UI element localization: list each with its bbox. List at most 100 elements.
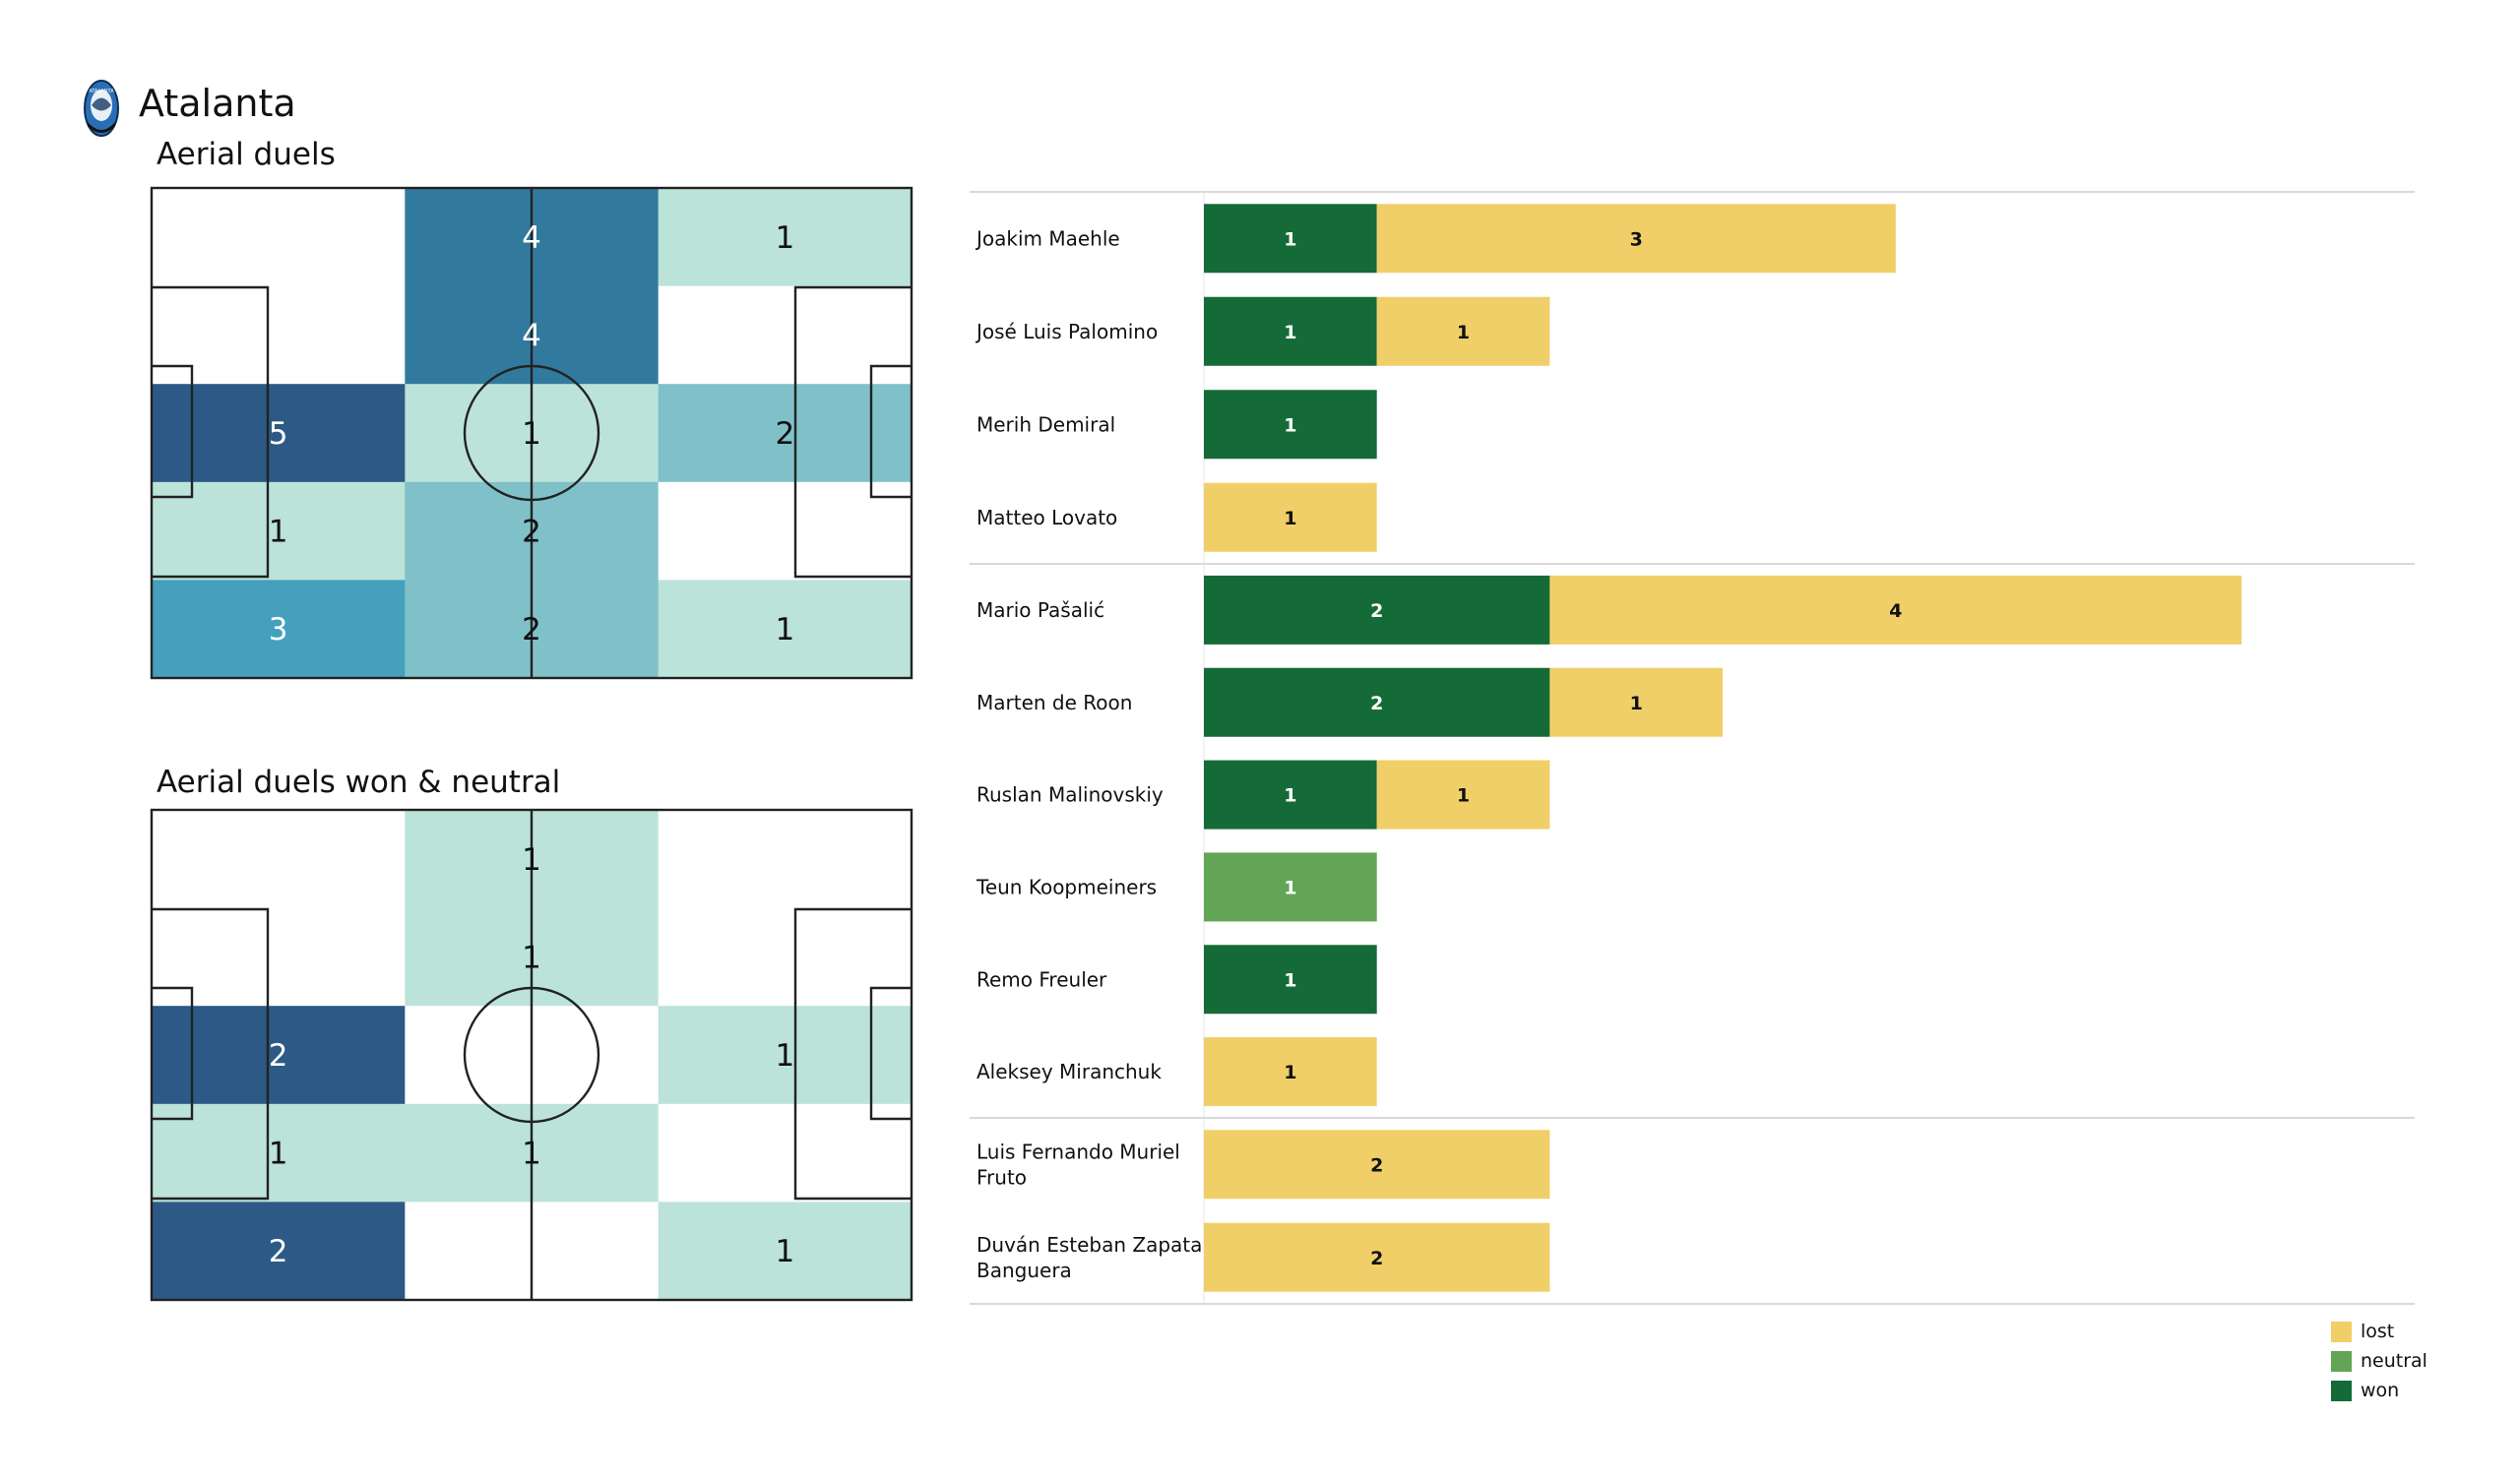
player-name: Marten de Roon [976, 691, 1132, 714]
player-name: Teun Koopmeiners [976, 875, 1157, 898]
heatmap-value-r0-c1: 1 [522, 842, 541, 878]
player-name: Merih Demiral [976, 412, 1115, 436]
player-name: Matteo Lovato [976, 506, 1117, 529]
bar-segment-won [1204, 390, 1377, 460]
bar-segment-won [1204, 575, 1550, 645]
left-penalty-box [152, 907, 270, 1201]
bar-value-lost: 2 [1370, 1154, 1383, 1176]
right-six-yard-box [869, 986, 912, 1121]
heatmap-cell-r2-c0 [152, 384, 406, 483]
heatmap-value-r0-c1: 4 [522, 220, 541, 256]
heatmap-value-r4-c2: 1 [775, 612, 794, 648]
bar-value-lost: 1 [1457, 785, 1470, 807]
player-bar-row: Mario Pašalić 2 4 [976, 575, 2242, 645]
bar-value-lost: 1 [1630, 693, 1643, 714]
pitch-markings [150, 808, 914, 1302]
player-bar-row: Joakim Maehle 1 3 [975, 204, 1896, 274]
heatmap-value-r2-c2: 1 [775, 1038, 794, 1074]
heatmap-cell-r0-c0 [152, 810, 406, 909]
heatmap-cell-r0-c2 [658, 188, 913, 287]
heatmap-cell-r4-c2 [658, 580, 913, 679]
heatmap-cell-r4-c2 [658, 1202, 913, 1301]
heatmap-value-r4-c2: 1 [775, 1234, 794, 1269]
heatmap-value-r2-c2: 2 [775, 416, 794, 452]
heatmap-value-r4-c1: 2 [522, 612, 541, 648]
player-bar-row: Teun Koopmeiners 1 [976, 852, 1377, 922]
svg-text:ATALANTA: ATALANTA [89, 89, 114, 94]
heatmap-value-r2-c0: 5 [269, 416, 288, 452]
bar-value-lost: 1 [1457, 322, 1470, 343]
bar-segment-lost [1376, 296, 1550, 366]
bar-segment-lost [1204, 1222, 1550, 1292]
bar-segment-won [1204, 760, 1377, 830]
chart-legend: lost neutral won [2331, 1317, 2427, 1405]
player-name: Duván Esteban Zapata Banguera [976, 1233, 1202, 1282]
heatmap-cell-r1-c0 [152, 907, 406, 1007]
heatmap-value-r4-c0: 2 [269, 1234, 288, 1269]
player-bar-row: Aleksey Miranchuk 1 [976, 1037, 1377, 1107]
heatmap-cells [152, 810, 913, 1301]
heatmap-value-r2-c1: 1 [522, 416, 541, 452]
bar-value-won: 1 [1284, 322, 1296, 343]
player-bar-row: Luis Fernando Muriel Fruto 2 [976, 1130, 1550, 1200]
pitch-markings [150, 186, 914, 680]
bar-segment-lost [1204, 1130, 1550, 1200]
right-penalty-box [793, 285, 912, 579]
heatmap-labels: 1 1 2 1 1 1 2 1 [269, 842, 794, 1269]
legend-label-won: won [2361, 1380, 2400, 1401]
bar-segment-lost [1204, 1037, 1377, 1107]
bar-segment-won [1204, 296, 1377, 366]
legend-item-lost: lost [2331, 1317, 2427, 1346]
player-bar-row: Ruslan Malinovskiy 1 1 [976, 760, 1550, 830]
player-bar-row: José Luis Palomino 1 1 [975, 296, 1550, 366]
team-name: Atalanta [139, 82, 296, 125]
bar-segment-neutral [1204, 852, 1377, 922]
bar-segment-lost [1204, 482, 1377, 552]
heatmap-pitch-aerial-duels: 4 1 4 5 1 2 1 2 3 2 1 [150, 186, 914, 680]
bar-value-won: 1 [1284, 785, 1296, 807]
bar-segment-lost [1549, 667, 1724, 737]
heatmap-value-r4-c0: 3 [269, 612, 288, 648]
heatmap-cell-r3-c0 [152, 1103, 406, 1202]
heatmap-cell-r1-c2 [658, 285, 913, 385]
bar-segment-lost [1549, 575, 2242, 645]
left-six-yard-box [152, 986, 194, 1121]
heatmap-labels: 4 1 4 5 1 2 1 2 3 2 1 [269, 220, 794, 648]
left-penalty-box [152, 285, 270, 579]
bar-value-neutral: 1 [1284, 877, 1296, 898]
bar-segment-won [1204, 945, 1377, 1015]
bar-value-lost: 2 [1370, 1248, 1383, 1269]
heatmap-cell-r2-c2 [658, 1006, 913, 1105]
legend-swatch-won [2331, 1380, 2352, 1401]
heatmap-value-r0-c2: 1 [775, 220, 794, 256]
player-name: Luis Fernando Muriel Fruto [976, 1140, 1180, 1189]
right-penalty-box [793, 907, 912, 1201]
player-name: Ruslan Malinovskiy [976, 783, 1164, 807]
heatmap-cell-r1-c2 [658, 907, 913, 1007]
right-six-yard-box [869, 364, 912, 499]
heatmap-value-r1-c1: 4 [522, 318, 541, 353]
heatmap-cell-r2-c0 [152, 1006, 406, 1105]
heatmap-value-r3-c1: 1 [522, 1137, 541, 1172]
legend-item-won: won [2331, 1376, 2427, 1405]
heatmap-cell-r0-c2 [658, 810, 913, 909]
legend-item-neutral: neutral [2331, 1346, 2427, 1376]
legend-label-neutral: neutral [2361, 1350, 2427, 1372]
center-circle [463, 364, 600, 502]
heatmap-value-r1-c1: 1 [522, 940, 541, 975]
heatmap-cell-r4-c0 [152, 1202, 406, 1301]
heatmap-cell-r3-c0 [152, 481, 406, 581]
bar-segment-won [1204, 204, 1377, 274]
heatmap-cell-r1-c0 [152, 285, 406, 385]
heatmap-cell-r0-c0 [152, 188, 406, 287]
bar-value-won: 2 [1370, 693, 1383, 714]
heatmap-value-r3-c0: 1 [269, 1137, 288, 1172]
player-name: Joakim Maehle [975, 226, 1120, 250]
player-name: Mario Pašalić [976, 598, 1104, 622]
heatmap-value-r3-c0: 1 [269, 515, 288, 550]
bar-value-won: 1 [1284, 969, 1296, 991]
bar-value-lost: 1 [1284, 508, 1296, 529]
heatmap-value-r2-c0: 2 [269, 1038, 288, 1074]
